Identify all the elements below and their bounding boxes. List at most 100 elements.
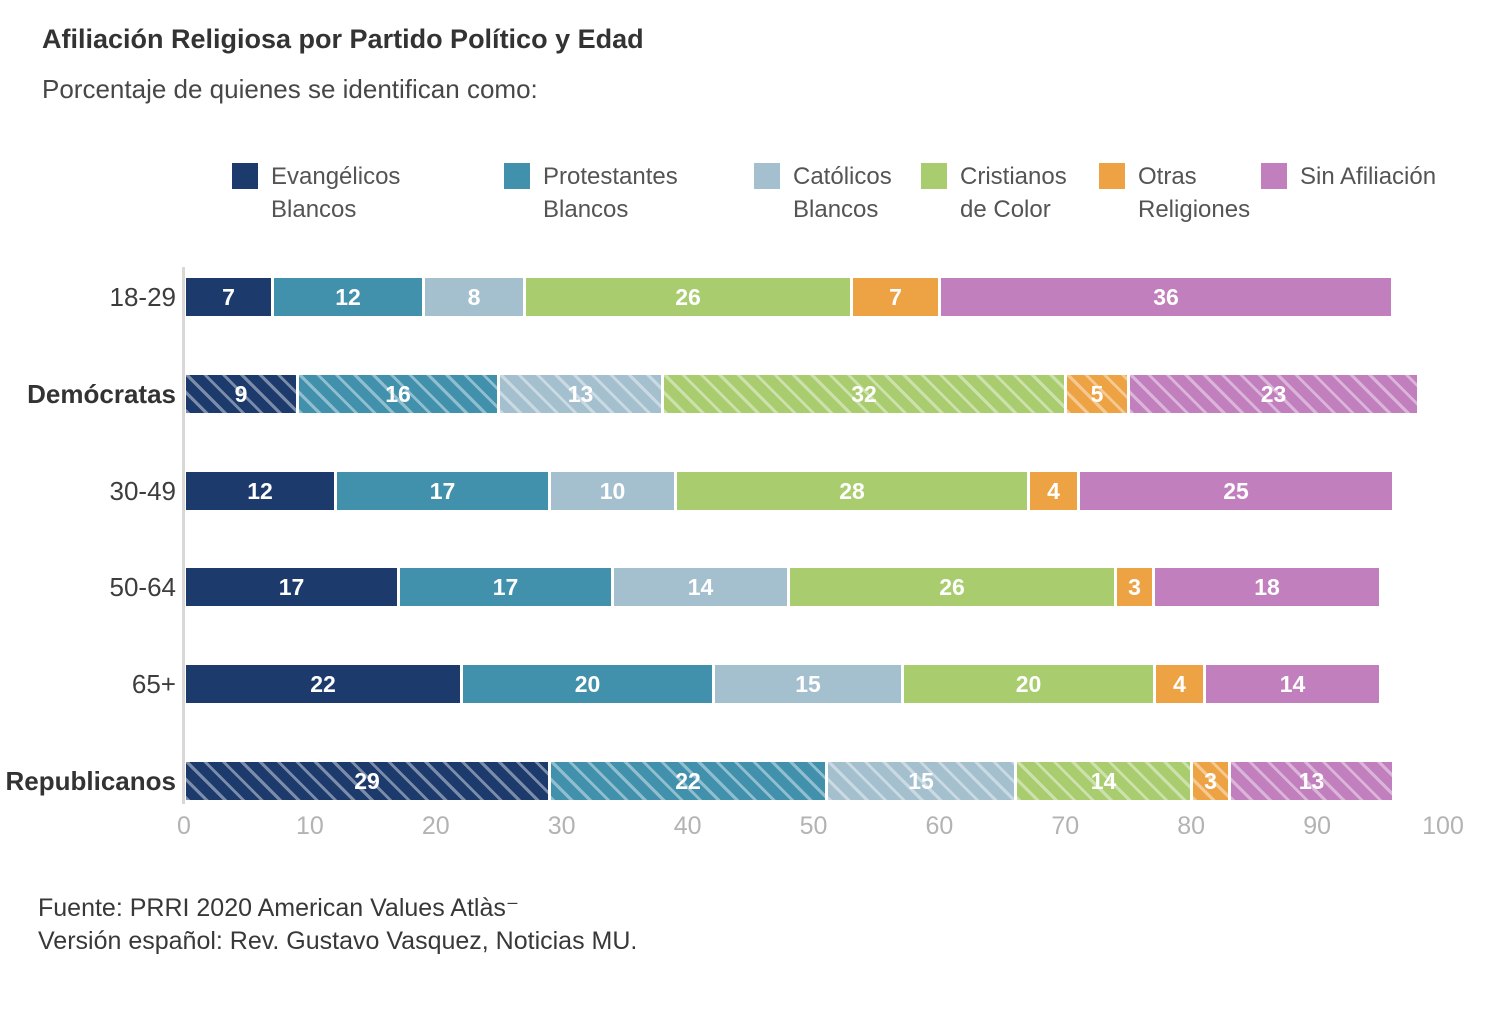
y-axis-line (182, 267, 185, 804)
chart-title: Afiliación Religiosa por Partido Polític… (42, 24, 644, 54)
bar-segment: 32 (664, 375, 1064, 413)
bar-segment: 28 (677, 472, 1027, 510)
category-label: 18-29 (109, 282, 177, 312)
x-axis-tick-label: 10 (295, 812, 324, 840)
segment-value: 4 (1047, 477, 1060, 504)
segment-value: 14 (1279, 670, 1306, 697)
segment-value: 26 (675, 283, 701, 310)
legend-swatch (1099, 163, 1125, 189)
bar-row: 7 12 8 26 7 36 (186, 278, 1391, 316)
x-axis-tick-label: 0 (177, 812, 191, 840)
legend-swatch (754, 163, 780, 189)
segment-value: 7 (222, 283, 235, 310)
source-note: Fuente: PRRI 2020 American Values Atlàs⁻… (38, 892, 637, 958)
segment-value: 13 (567, 380, 594, 407)
bar-segment: 13 (1231, 762, 1392, 800)
legend-item: Protestantes Blancos (504, 160, 678, 226)
segment-value: 23 (1260, 380, 1287, 407)
source-line-2: Versión español: Rev. Gustavo Vasquez, N… (38, 927, 638, 955)
bar-segment: 23 (1130, 375, 1417, 413)
segment-value: 22 (310, 670, 336, 697)
x-axis-tick-label: 80 (1177, 812, 1206, 840)
bar-segment: 15 (715, 665, 901, 703)
segment-value: 10 (599, 477, 626, 504)
segment-value: 14 (1090, 767, 1117, 794)
bar-segment: 5 (1067, 375, 1127, 413)
segment-value: 7 (889, 283, 902, 310)
segment-value: 3 (1204, 767, 1217, 794)
legend-swatch (1261, 163, 1287, 189)
segment-value: 17 (492, 573, 519, 600)
bar-segment: 36 (941, 278, 1391, 316)
segment-value: 5 (1090, 380, 1104, 407)
segment-value: 15 (908, 767, 934, 794)
bar-segment: 14 (614, 568, 787, 606)
chart-subtitle: Porcentaje de quienes se identifican com… (42, 74, 538, 104)
legend-item: Otras Religiones (1099, 160, 1250, 226)
segment-value: 3 (1128, 573, 1141, 600)
bar-segment: 17 (337, 472, 548, 510)
segment-value: 17 (278, 573, 305, 600)
bar-segment: 22 (186, 665, 460, 703)
segment-value: 32 (851, 380, 877, 407)
x-axis-tick-label: 70 (1051, 812, 1080, 840)
bar-segment: 26 (526, 278, 850, 316)
segment-value: 12 (247, 477, 273, 504)
category-label: 50-64 (109, 572, 177, 602)
bar-segment: 12 (186, 472, 334, 510)
legend-label: Católicos Blancos (793, 163, 892, 223)
segment-value: 9 (234, 380, 248, 407)
bar-row: 12 17 10 28 4 25 (186, 472, 1392, 510)
bar-segment: 16 (299, 375, 497, 413)
legend-swatch (232, 163, 258, 189)
legend-item: Sin Afiliación (1261, 160, 1436, 193)
bar-segment: 26 (790, 568, 1114, 606)
segment-value: 15 (795, 670, 821, 697)
legend-item: Católicos Blancos (754, 160, 892, 226)
legend-label: Protestantes Blancos (543, 163, 678, 223)
segment-value: 25 (1223, 477, 1249, 504)
bar-segment: 22 (551, 762, 825, 800)
source-line-1: Fuente: PRRI 2020 American Values Atlàs⁻ (38, 894, 520, 922)
x-axis-tick-label: 60 (925, 812, 954, 840)
segment-value: 12 (335, 283, 361, 310)
bar-row: 29 22 15 14 3 13 (186, 762, 1392, 800)
segment-value: 8 (467, 283, 481, 310)
bar-segment: 3 (1193, 762, 1228, 800)
segment-value: 16 (385, 380, 411, 407)
bar-segment: 13 (500, 375, 661, 413)
x-axis-tick-label: 30 (547, 812, 576, 840)
bar-segment: 3 (1117, 568, 1152, 606)
category-label: 65+ (131, 669, 176, 699)
segment-value: 18 (1254, 573, 1280, 600)
bar-segment: 25 (1080, 472, 1392, 510)
legend-label: Otras Religiones (1138, 163, 1251, 223)
bar-segment: 17 (186, 568, 397, 606)
x-axis-tick-label: 90 (1303, 812, 1331, 840)
x-axis-tick-label: 100 (1422, 812, 1464, 840)
bar-segment: 8 (425, 278, 523, 316)
bar-segment: 20 (904, 665, 1153, 703)
bar-segment: 14 (1206, 665, 1379, 703)
segment-value: 26 (939, 573, 965, 600)
segment-value: 20 (1015, 670, 1042, 697)
bar-segment: 4 (1156, 665, 1203, 703)
bar-segment: 12 (274, 278, 422, 316)
segment-value: 13 (1298, 767, 1325, 794)
segment-value: 14 (687, 573, 714, 600)
segment-value: 36 (1153, 283, 1179, 310)
bar-segment: 20 (463, 665, 712, 703)
legend-swatch (504, 163, 530, 189)
category-label: Republicanos (5, 766, 176, 796)
bar-segment: 15 (828, 762, 1014, 800)
segment-value: 4 (1173, 670, 1186, 697)
segment-value: 22 (675, 767, 701, 794)
x-axis-tick-label: 20 (421, 812, 450, 840)
bar-segment: 9 (186, 375, 296, 413)
bar-segment: 7 (186, 278, 271, 316)
legend-item: Cristianos de Color (921, 160, 1067, 226)
legend-label: Evangélicos Blancos (271, 163, 401, 223)
x-axis-tick-label: 40 (673, 812, 702, 840)
